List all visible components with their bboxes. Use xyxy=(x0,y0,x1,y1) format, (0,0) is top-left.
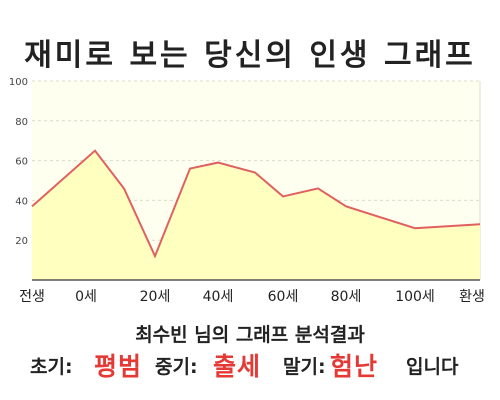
x-tick-label: 60세 xyxy=(268,289,299,305)
early-label: 초기: xyxy=(30,356,73,378)
page-title: 재미로 보는 당신의 인생 그래프 xyxy=(24,38,476,73)
x-tick-label: 전생 xyxy=(19,289,45,305)
life-line xyxy=(31,149,481,259)
result-heading: 최수빈 님의 그래프 분석결과 xyxy=(0,320,500,347)
y-tick-label: 40 xyxy=(15,196,28,207)
middle-value: 출세 xyxy=(213,352,262,381)
life-graph-chart: 20 40 60 80 100 전생 0세 20세 40세 60세 80세 100세 환생 xyxy=(9,77,485,305)
verdict-line: 초기: 평범 중기: 출세 말기: 험난 입니다 xyxy=(0,346,500,382)
x-tick-label: 20세 xyxy=(140,289,171,305)
late-value: 험난 xyxy=(330,352,379,381)
y-tick-label: 100 xyxy=(9,77,28,88)
life-area-fill xyxy=(32,150,480,280)
x-tick-label: 0세 xyxy=(75,289,97,305)
x-tick-label: 80세 xyxy=(331,289,362,305)
early-value: 평범 xyxy=(94,352,143,381)
user-name: 최수빈 xyxy=(135,324,188,346)
x-tick-label: 환생 xyxy=(459,289,485,305)
y-tick-label: 20 xyxy=(15,236,28,247)
x-tick-label: 40세 xyxy=(203,289,234,305)
closing-text: 입니다 xyxy=(406,356,459,378)
y-tick-label: 60 xyxy=(15,157,28,168)
y-tick-label: 80 xyxy=(15,117,28,128)
x-tick-label: 100세 xyxy=(395,289,435,305)
middle-label: 중기: xyxy=(155,356,198,378)
y-tick-labels: 20 40 60 80 100 xyxy=(9,77,28,247)
x-tick-labels: 전생 0세 20세 40세 60세 80세 100세 환생 xyxy=(19,289,485,305)
result-heading-suffix: 님의 그래프 분석결과 xyxy=(187,324,365,346)
late-label: 말기: xyxy=(283,356,326,378)
